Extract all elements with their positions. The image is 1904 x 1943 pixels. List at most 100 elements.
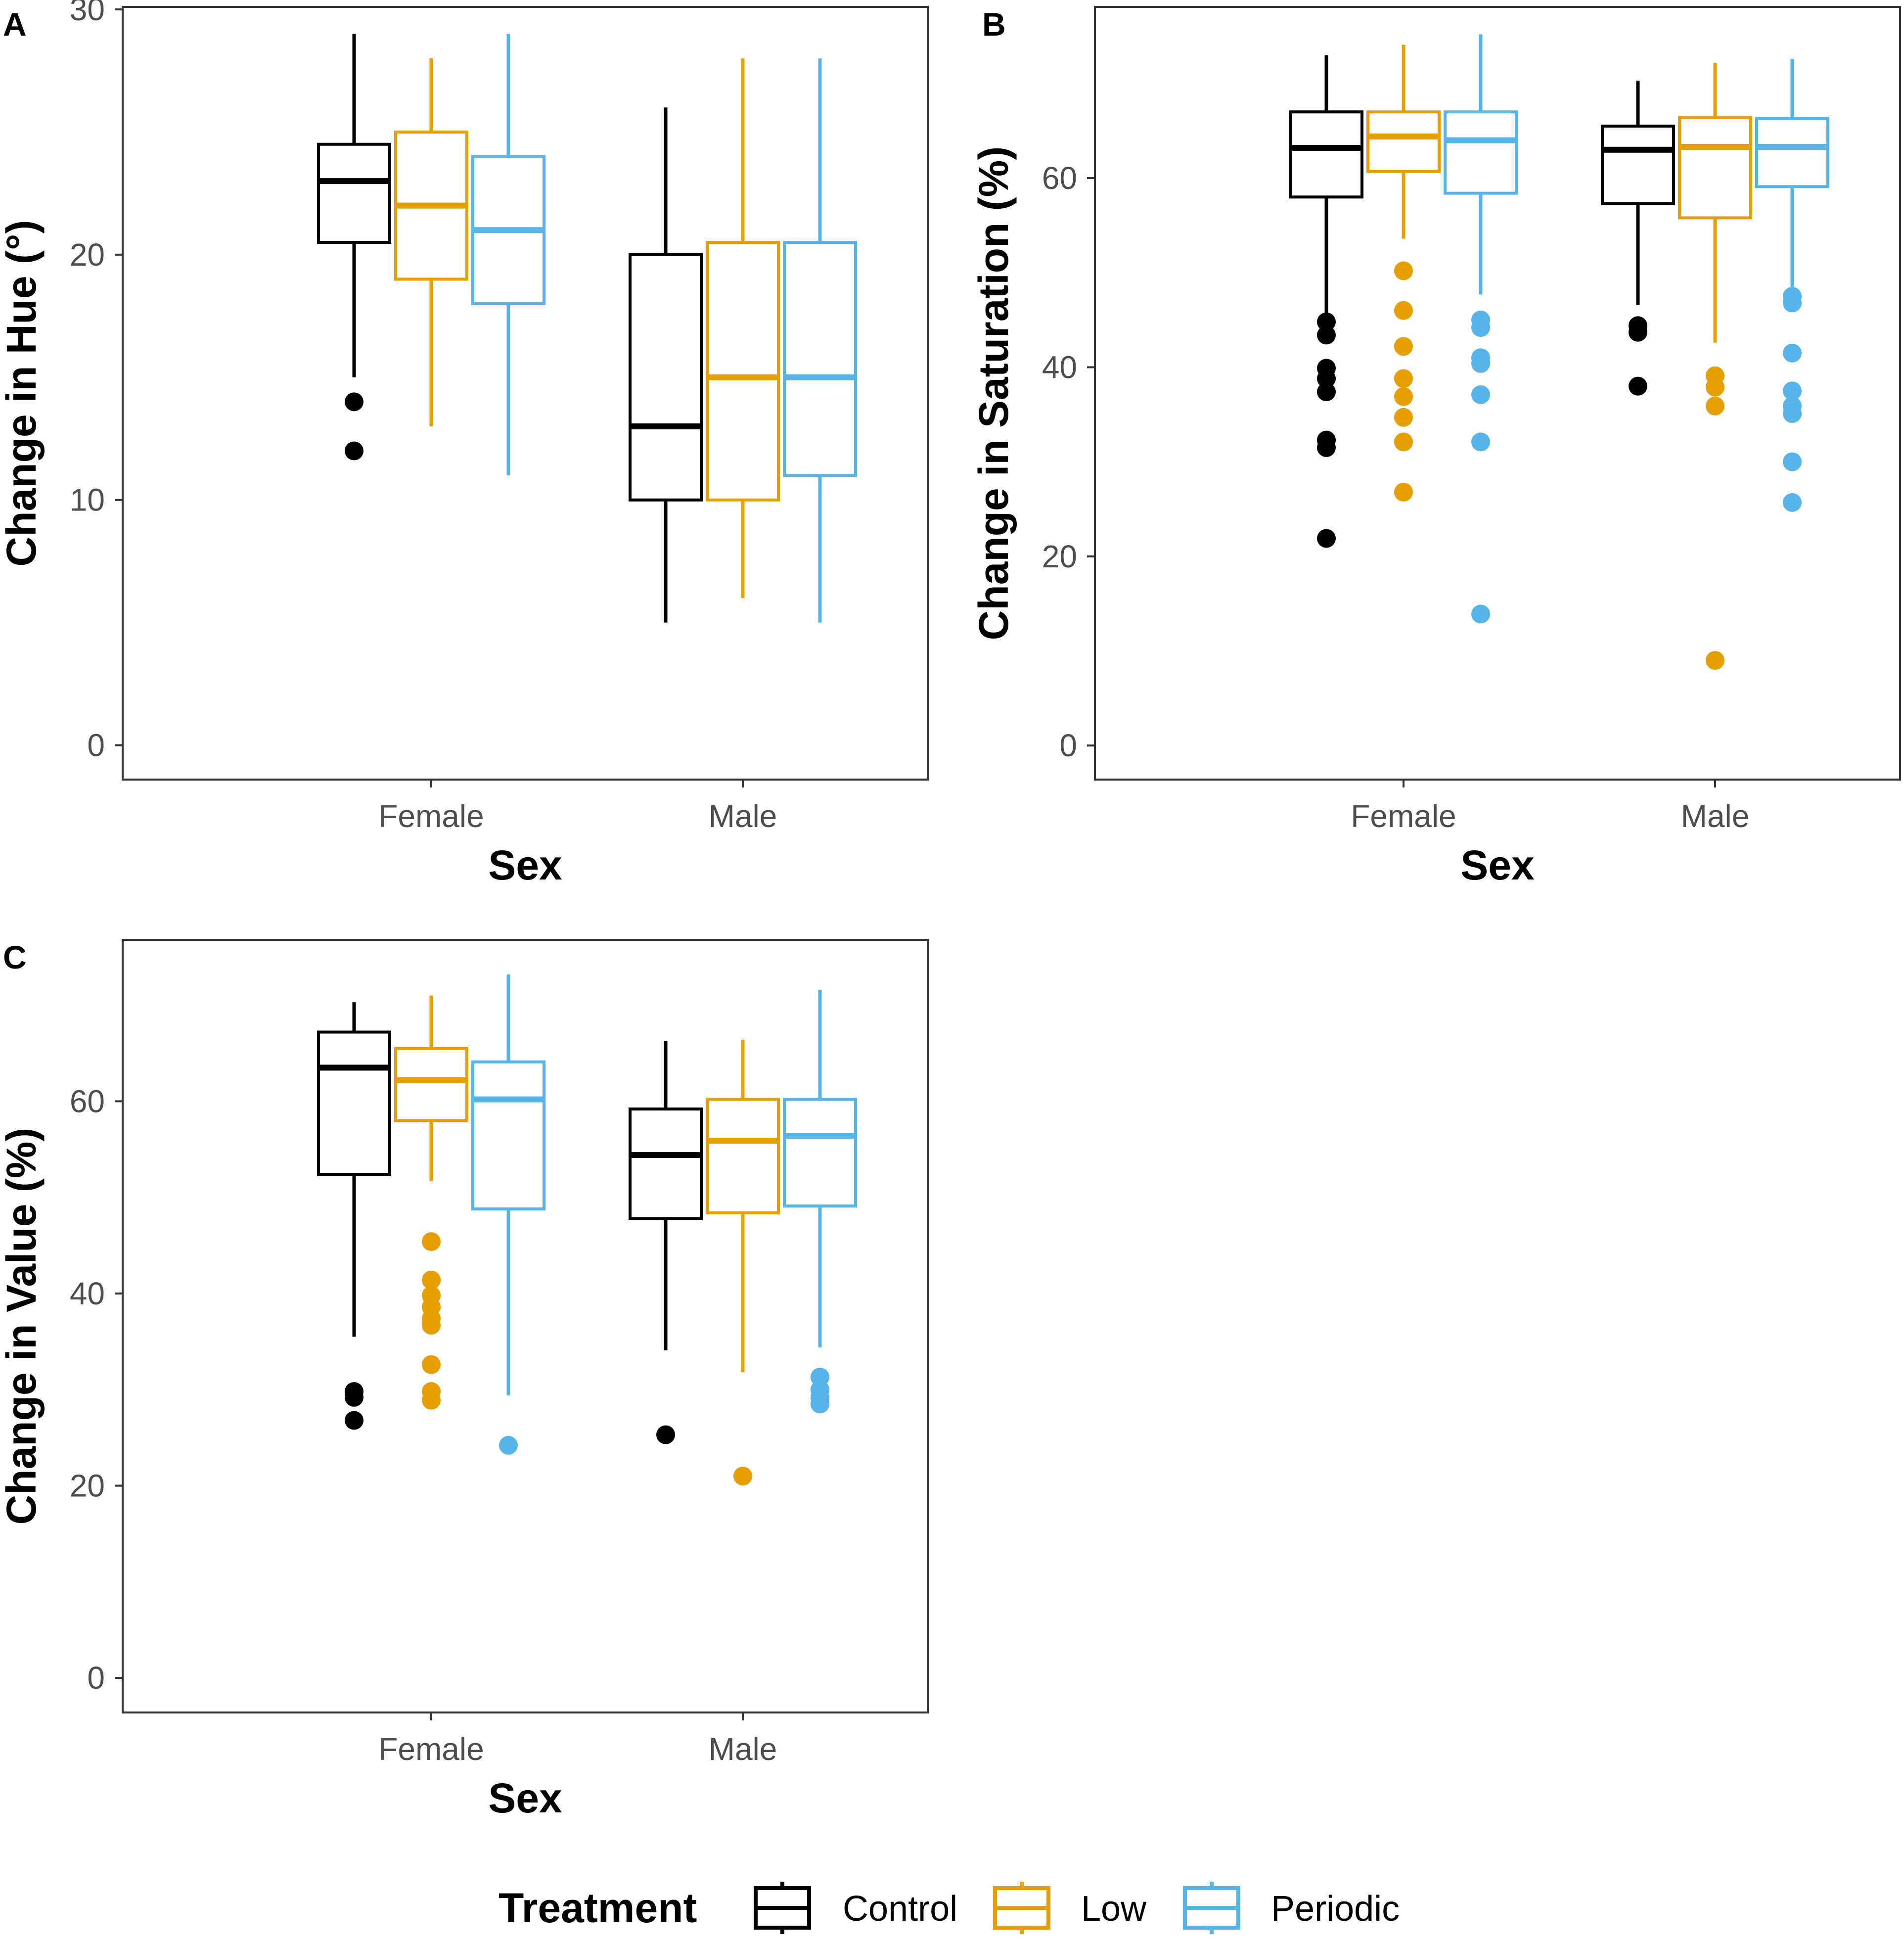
box-b-female-periodic-outlier-3 [1471,354,1490,373]
boxes-c [317,974,857,1486]
box-b-male-low-iqr [1678,116,1752,220]
box-a-female-periodic [471,34,545,476]
x-tick-label-female-b: Female [1351,798,1456,834]
box-b-male-periodic-iqr [1755,117,1829,188]
x-tick-label-male-b: Male [1681,798,1750,834]
box-b-female-control-outlier-3 [1317,369,1336,388]
box-a-female-low [394,58,468,426]
panel-label-c: C [3,939,27,975]
box-b-male-control-iqr [1601,124,1675,205]
box-c-female-periodic-outlier-0 [499,1435,518,1455]
box-b-female-control-iqr [1289,110,1363,199]
box-b-male-low [1678,62,1752,670]
box-a-male-low [706,58,780,599]
y-tick-label-a-0: 0 [87,728,105,763]
box-c-male-periodic-iqr [783,1098,857,1208]
box-b-male-control-outlier-2 [1629,376,1647,396]
y-axis-a: 0 10 20 30 [70,0,744,787]
plot-border-c [122,939,929,1713]
box-b-male-periodic-outlier-5 [1783,404,1802,423]
box-b-female-periodic [1444,34,1518,624]
box-c-female-low-outlier-1 [422,1270,441,1290]
y-tick-label-c-40: 40 [70,1276,105,1311]
box-c-female-low-outlier-0 [422,1232,441,1251]
x-axis-title-b: Sex [1460,842,1535,888]
box-b-male-periodic-outlier-7 [1783,493,1802,512]
box-b-male-periodic-outlier-6 [1783,452,1802,471]
box-b-male-control [1601,81,1675,396]
x-tick-label-male-c: Male [709,1731,777,1767]
legend-item-periodic: Periodic [1183,1882,1400,1934]
y-tick-label-b-0: 0 [1059,728,1077,763]
y-axis-c: 0 20 40 60 [70,1083,744,1720]
box-a-female-control [317,34,391,461]
panel-b: B 0 20 40 60 Female Male Sex Change in Satu… [970,6,1901,888]
box-c-female-control-outlier-1 [345,1388,363,1407]
box-a-male-control [629,107,703,623]
box-b-male-low-outlier-2 [1706,396,1724,416]
box-b-male-periodic-outlier-3 [1783,381,1802,401]
legend-key-control [754,1882,811,1934]
legend-key-periodic [1183,1882,1240,1934]
y-tick-label-b-20: 20 [1042,539,1077,574]
box-c-female-control-outlier-2 [345,1411,363,1430]
box-a-female-control-outlier-0 [345,392,363,412]
box-b-male-periodic-outlier-2 [1783,343,1802,363]
box-a-male-control-iqr [629,253,703,502]
legend: Treatment Control Low Periodic [499,1882,1400,1934]
box-b-female-low-iqr [1366,110,1441,173]
box-b-female-control [1289,55,1363,548]
box-c-male-control [629,1040,703,1444]
boxes-b [1289,34,1829,670]
box-b-female-low-outlier-0 [1394,261,1413,280]
box-b-female-low [1366,45,1441,502]
y-tick-label-c-20: 20 [70,1468,105,1504]
box-c-female-low-outlier-5 [422,1316,441,1335]
box-c-female-low [394,995,468,1410]
y-tick-label-a-30: 30 [70,0,105,27]
y-tick-label-a-10: 10 [70,482,105,518]
y-axis-b: 0 20 40 60 [1042,160,1716,787]
y-axis-title-a: Change in Hue (°) [0,220,45,567]
panel-label-b: B [982,6,1006,43]
box-b-female-control-outlier-1 [1317,325,1336,345]
y-tick-label-b-60: 60 [1042,160,1077,196]
legend-label-low: Low [1081,1889,1147,1929]
box-b-female-low-outlier-5 [1394,408,1413,427]
box-b-female-low-outlier-2 [1394,337,1413,356]
box-b-female-control-outlier-6 [1317,438,1336,457]
y-tick-label-a-20: 20 [70,237,105,273]
box-c-female-control [317,1002,391,1430]
legend-label-control: Control [843,1889,957,1929]
box-b-female-low-outlier-3 [1394,369,1413,388]
panel-label-a: A [3,6,27,43]
box-c-male-low [706,1040,780,1486]
box-c-male-periodic [783,990,857,1414]
legend-title: Treatment [499,1885,697,1931]
plot-border-b [1094,6,1901,781]
legend-key-low [993,1882,1050,1934]
box-c-male-low-outlier-0 [733,1467,752,1486]
box-c-male-control-outlier-0 [656,1425,675,1444]
y-tick-label-c-60: 60 [70,1083,105,1119]
box-c-female-periodic [471,974,545,1455]
box-c-female-control-iqr [317,1030,391,1176]
box-b-male-periodic [1755,59,1829,512]
x-tick-label-male-a: Male [709,798,777,834]
box-c-female-low-iqr [394,1047,468,1122]
box-b-female-low-outlier-4 [1394,387,1413,406]
legend-item-control: Control [754,1882,957,1934]
box-a-female-control-outlier-1 [345,441,363,461]
box-b-male-low-outlier-3 [1706,651,1724,670]
plot-border-a [122,6,929,781]
box-c-female-low-outlier-6 [422,1355,441,1374]
box-b-female-periodic-outlier-6 [1471,604,1490,624]
x-axis-title-c: Sex [488,1775,562,1821]
box-a-male-periodic-iqr [783,241,857,477]
box-b-female-low-outlier-6 [1394,432,1413,452]
box-c-male-periodic-outlier-3 [811,1394,829,1414]
y-axis-title-b: Change in Saturation (%) [970,146,1017,641]
y-axis-title-c: Change in Value (%) [0,1128,45,1525]
x-tick-label-female-c: Female [378,1731,484,1767]
